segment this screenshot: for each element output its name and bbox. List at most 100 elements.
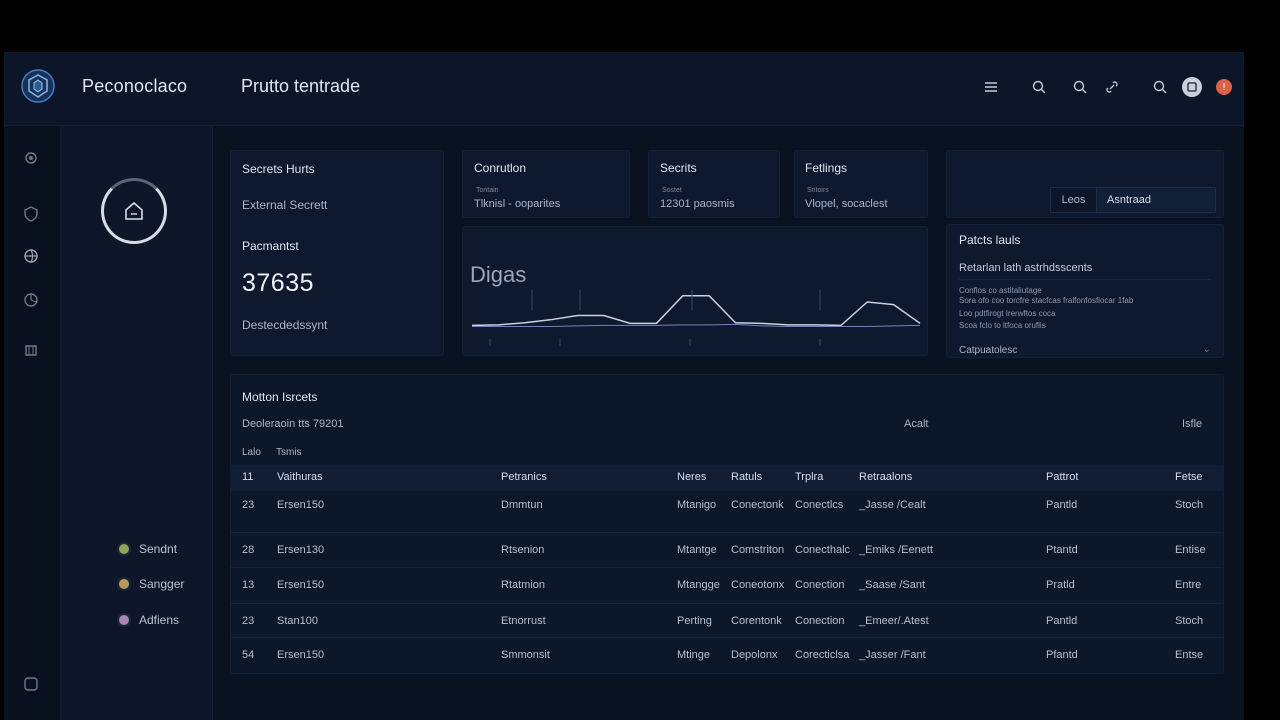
- table-cell: Pfantd: [1046, 649, 1078, 661]
- table-cell: _Emeer/.Atest: [859, 615, 929, 627]
- menu-icon[interactable]: [982, 78, 1000, 96]
- search-icon[interactable]: [1151, 78, 1169, 96]
- table-cell: Entse: [1175, 649, 1204, 661]
- table-cell: Smmonsit: [501, 649, 550, 661]
- row-divider: [231, 637, 1223, 638]
- legend-dot: [117, 613, 131, 627]
- table-cell: _Saase /Sant: [859, 579, 926, 591]
- notification-icon[interactable]: !: [1216, 79, 1232, 95]
- table-cell: 23: [242, 499, 255, 511]
- table-cell: Pratld: [1046, 579, 1075, 591]
- table-cell: Ersen130: [277, 544, 325, 556]
- table-cell: Mtantge: [677, 544, 717, 556]
- column-header[interactable]: Petranics: [501, 471, 547, 483]
- table-cell: Ptantd: [1046, 544, 1078, 556]
- divider: [959, 279, 1211, 280]
- legend-label: Adfiens: [139, 613, 180, 627]
- table-cell: Depolonx: [731, 649, 778, 661]
- column-header[interactable]: Pattrot: [1046, 471, 1079, 483]
- legend-item[interactable]: Sendnt: [117, 542, 177, 556]
- table-cell: Rtatmion: [501, 579, 546, 591]
- stat-card-title: Secrits: [660, 161, 697, 175]
- table-cell: Entre: [1175, 579, 1202, 591]
- column-header[interactable]: Vaithuras: [277, 471, 323, 483]
- table-cell: Pantld: [1046, 499, 1078, 511]
- activity-title: Patcts lauls: [959, 233, 1021, 247]
- chart-icon[interactable]: [21, 290, 41, 310]
- table-cell: Ersen150: [277, 649, 325, 661]
- table-cell: _Emiks /Eenett: [859, 544, 933, 556]
- stat-card-value: Tlknisl - ooparites: [474, 198, 561, 210]
- table-cell: Dmmtun: [501, 499, 543, 511]
- table-cell: Stoch: [1175, 615, 1204, 627]
- segment-option-active[interactable]: Asntraad: [1097, 188, 1215, 212]
- stat-card: [648, 150, 780, 218]
- table-cell: Etnorrust: [501, 615, 546, 627]
- row-divider: [231, 532, 1223, 533]
- segmented-control: Leos Asntraad: [1050, 187, 1216, 213]
- chevron-down-icon[interactable]: ⌄: [1203, 344, 1211, 354]
- table-cell: Mtangge: [677, 579, 720, 591]
- secrets-card-title: Secrets Hurts: [242, 162, 315, 176]
- legend-dot: [117, 542, 131, 556]
- stat-card-sublabel: Tontain: [476, 187, 499, 194]
- table-cell: Conecthalc: [795, 544, 851, 556]
- table-cell: Comstriton: [731, 544, 785, 556]
- table-cell: Corecticlsa: [795, 649, 850, 661]
- table-cell: 28: [242, 544, 255, 556]
- column-header[interactable]: Fetse: [1175, 471, 1203, 483]
- avatar[interactable]: [1182, 77, 1202, 97]
- link-icon[interactable]: [1103, 78, 1121, 96]
- filter-tab[interactable]: Tsmis: [276, 447, 302, 458]
- table-cell: Corentonk: [731, 615, 782, 627]
- shield-icon[interactable]: [21, 204, 41, 224]
- layers-icon[interactable]: [21, 340, 41, 360]
- secrets-table-card: [230, 374, 1224, 674]
- table-cell: 13: [242, 579, 255, 591]
- globe-icon[interactable]: [21, 246, 41, 266]
- search-icon[interactable]: [1030, 78, 1048, 96]
- activity-footer[interactable]: Catpuatolesc: [959, 345, 1018, 356]
- secrets-section-label: Pacmantst: [242, 239, 299, 253]
- search-icon[interactable]: [1071, 78, 1089, 96]
- table-mid-label[interactable]: Acalt: [904, 418, 929, 430]
- column-header[interactable]: Trplra: [795, 471, 824, 483]
- stat-card-value: 12301 paosmis: [660, 198, 735, 210]
- brand-name: Peconoclaco: [82, 76, 188, 96]
- segment-option[interactable]: Leos: [1051, 188, 1097, 212]
- legend-item[interactable]: Adfiens: [117, 613, 179, 627]
- stat-card-sublabel: Sntoirs: [807, 187, 829, 194]
- table-cell: Conectlcs: [795, 499, 844, 511]
- status-ring: [101, 178, 167, 244]
- activity-line: Loo pdtfirogt Irerwftos coca: [959, 309, 1056, 318]
- table-cell: 23: [242, 615, 255, 627]
- series-line: [471, 295, 921, 327]
- table-cell: _Jasse /Cealt: [859, 499, 926, 511]
- series-line: [472, 323, 921, 327]
- row-divider: [231, 567, 1223, 568]
- stat-card-value: Vlopel, socaclest: [805, 198, 888, 210]
- secrets-count: 37635: [242, 269, 315, 297]
- chart-title: Digas: [470, 262, 527, 287]
- column-header[interactable]: 11: [242, 471, 254, 483]
- help-icon[interactable]: [21, 674, 41, 694]
- legend-item[interactable]: Sangger: [117, 577, 184, 591]
- gear-icon[interactable]: [21, 148, 41, 168]
- table-cell: Stoch: [1175, 499, 1204, 511]
- filter-tab[interactable]: Lalo: [242, 447, 261, 458]
- table-right-label[interactable]: Isfle: [1182, 418, 1203, 430]
- column-header[interactable]: Ratuls: [731, 471, 763, 483]
- icon-rail: [4, 126, 60, 720]
- activity-subtitle: Retarlan lath astrhdsscents: [959, 262, 1093, 274]
- legend-dot: [117, 577, 131, 591]
- table-cell: _Jasser /Fant: [859, 649, 926, 661]
- table-cell: Conection: [795, 579, 845, 591]
- stat-card-title: Conrutlon: [474, 161, 527, 175]
- column-header[interactable]: Neres: [677, 471, 707, 483]
- table-cell: Stan100: [277, 615, 318, 627]
- stat-card: [462, 150, 630, 218]
- column-header[interactable]: Retraalons: [859, 471, 913, 483]
- secrets-card: [230, 150, 444, 356]
- activity-line: Scoa fclo to ltfoca oruflis: [959, 321, 1046, 330]
- table-cell: Mtanigo: [677, 499, 717, 511]
